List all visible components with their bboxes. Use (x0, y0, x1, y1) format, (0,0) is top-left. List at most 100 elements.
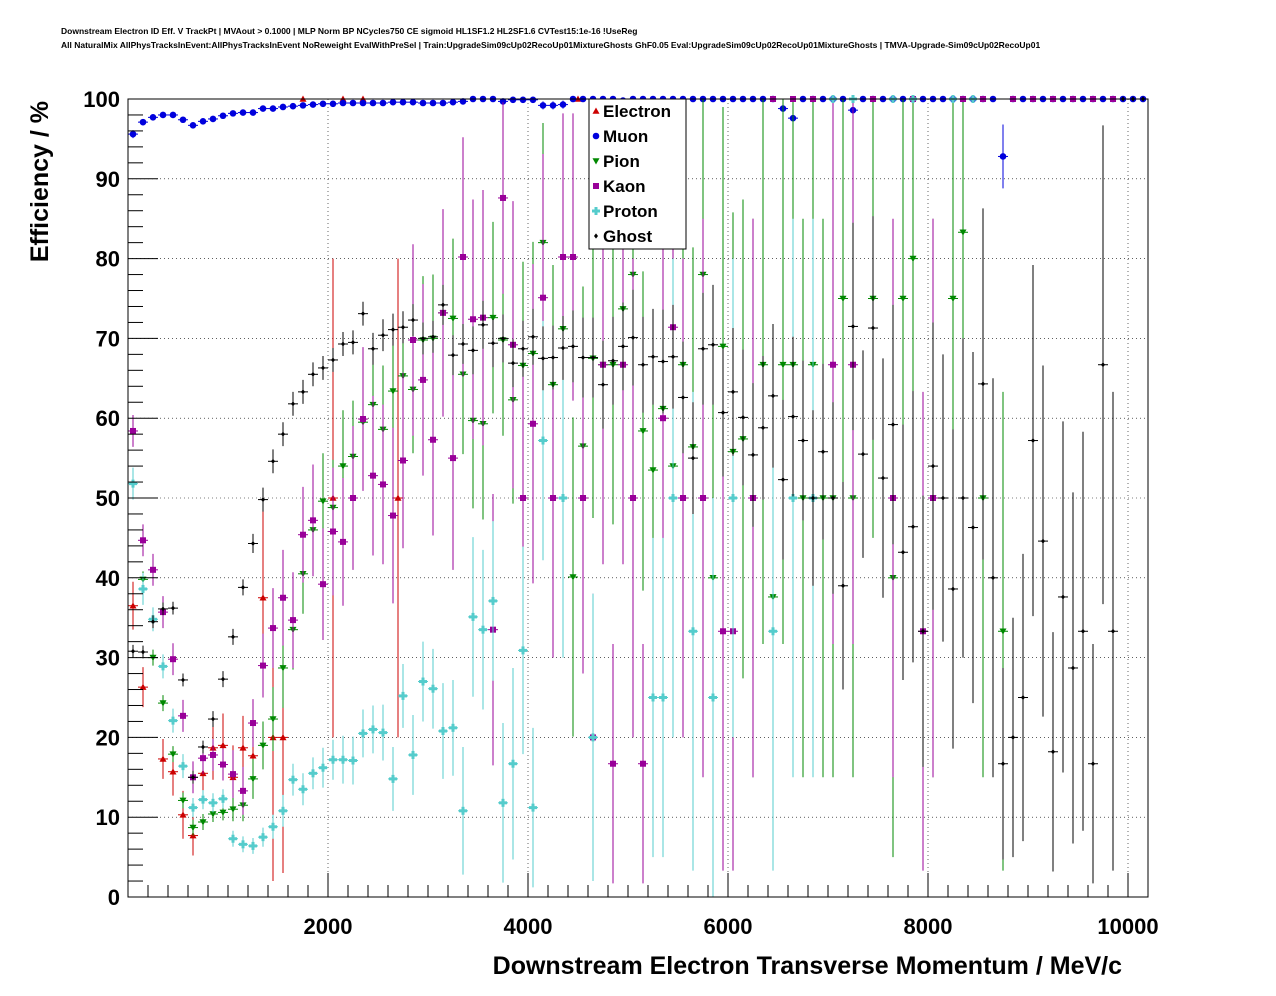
cross-bar (421, 677, 425, 686)
data-point (161, 606, 165, 612)
legend-label-pion: Pion (603, 152, 640, 171)
data-point (229, 806, 237, 813)
data-point (231, 634, 235, 640)
data-point (310, 517, 316, 524)
data-point (499, 798, 507, 807)
data-point (731, 389, 735, 395)
data-point (321, 365, 325, 371)
cross-bar (691, 627, 695, 636)
data-point (649, 693, 657, 702)
data-point (659, 693, 667, 702)
data-point (259, 594, 267, 601)
data-point (991, 575, 995, 581)
data-point (389, 98, 397, 106)
data-point (999, 153, 1007, 160)
data-point (529, 803, 537, 812)
data-point (199, 819, 207, 826)
data-point (181, 677, 185, 683)
data-point (751, 452, 755, 458)
data-point (209, 798, 217, 807)
cross-bar (491, 596, 495, 605)
cross-bar (181, 762, 185, 771)
cross-bar (661, 693, 665, 702)
data-point (370, 472, 376, 479)
data-point (789, 494, 797, 502)
data-point (269, 822, 277, 831)
data-point (269, 716, 277, 723)
data-point (179, 811, 187, 818)
data-point (379, 728, 387, 737)
cross-bar (221, 794, 225, 803)
data-point (410, 336, 416, 343)
data-point (520, 495, 526, 501)
data-point (711, 342, 715, 348)
y-tick-label: 80 (96, 247, 120, 272)
data-point (330, 528, 336, 535)
data-point (250, 720, 256, 727)
data-point (449, 723, 457, 732)
x-tick-label: 6000 (704, 914, 753, 939)
data-point (339, 463, 347, 470)
data-point (201, 744, 205, 750)
data-point (169, 768, 177, 775)
data-point (479, 625, 487, 634)
data-point (390, 512, 396, 519)
data-point (861, 451, 865, 457)
cross-bar (211, 798, 215, 807)
data-point (150, 566, 156, 573)
cross-bar (251, 841, 255, 850)
cross-bar (131, 479, 135, 488)
data-point (290, 617, 296, 624)
data-point (649, 467, 657, 474)
data-point (559, 101, 567, 108)
data-point (439, 727, 447, 736)
cross-bar (511, 759, 515, 768)
cross-bar (241, 840, 245, 849)
data-point (341, 341, 345, 347)
cross-bar (441, 727, 445, 736)
data-point (141, 649, 145, 655)
data-point (169, 111, 177, 119)
data-point (839, 295, 847, 302)
data-point (249, 752, 257, 759)
y-tick-label: 100 (83, 87, 120, 112)
data-point (489, 596, 497, 605)
data-point (159, 700, 167, 707)
axes: 2000 4000 6000 8000 10000 0 10 20 30 40 50 60 70 80 90… (83, 87, 1158, 939)
data-point (741, 414, 745, 421)
data-point (169, 716, 177, 725)
y-tick-label: 30 (96, 646, 120, 671)
data-point (999, 628, 1007, 635)
data-point (371, 346, 375, 352)
data-point (719, 343, 727, 350)
data-point (871, 325, 875, 331)
data-point (539, 102, 547, 109)
cross-bar (594, 207, 598, 215)
data-point (369, 99, 377, 107)
data-point (179, 797, 187, 804)
cross-bar (391, 774, 395, 783)
data-point (449, 315, 457, 322)
legend-marker-proton (592, 207, 600, 215)
chart-title-line-1: Downstream Electron ID Eff. V TrackPt | … (61, 26, 638, 36)
data-point (1041, 538, 1045, 544)
data-point (289, 775, 297, 784)
cross-bar (531, 803, 535, 812)
data-point (909, 255, 917, 263)
data-point (171, 605, 175, 611)
data-point (461, 341, 465, 347)
data-point (389, 388, 397, 395)
x-tick-label: 4000 (504, 914, 553, 939)
data-point (570, 254, 576, 261)
data-point (179, 116, 187, 124)
data-point (389, 774, 397, 783)
cross-bar (651, 693, 655, 702)
x-tick-label: 10000 (1097, 914, 1158, 939)
data-point (680, 495, 686, 501)
data-point (400, 457, 406, 464)
data-point (451, 352, 455, 358)
data-point (360, 415, 366, 422)
data-point (280, 594, 286, 601)
data-point (469, 612, 477, 621)
cross-bar (471, 612, 475, 621)
